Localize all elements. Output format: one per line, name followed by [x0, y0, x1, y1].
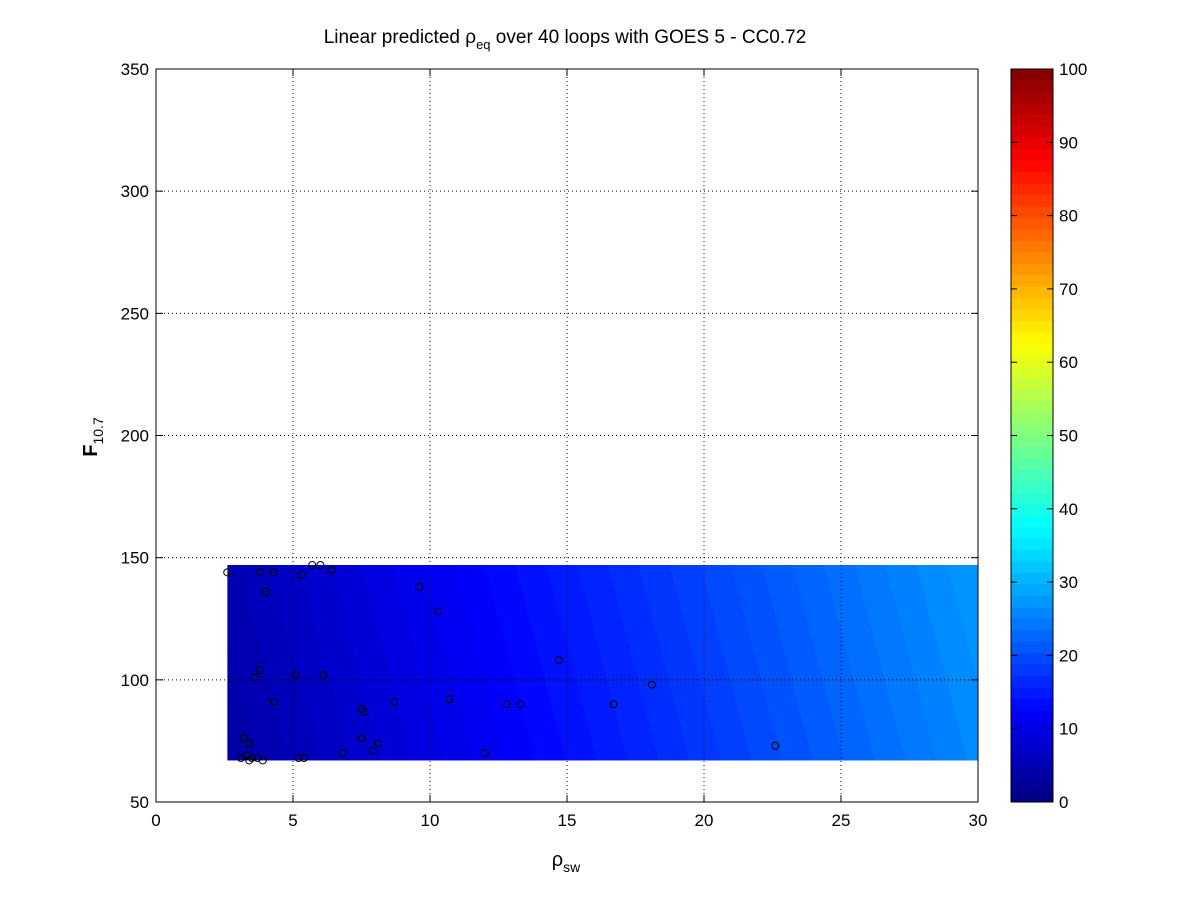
prediction-surface — [227, 564, 979, 761]
y-tick-label: 350 — [121, 60, 149, 79]
data-point — [297, 570, 306, 579]
plot-area: 0 5 10 15 20 25 30 50 100 150 200 250 300 350 — [121, 60, 988, 830]
data-point — [242, 751, 251, 760]
x-tick-label: 25 — [832, 811, 851, 830]
data-point — [480, 749, 489, 758]
grid-lines — [156, 69, 978, 802]
data-point — [245, 739, 254, 748]
y-tick-label: 250 — [121, 304, 149, 323]
chart-title: Linear predicted ρeq over 40 loops with … — [324, 27, 807, 52]
data-point — [253, 754, 262, 763]
x-tick-label: 0 — [151, 811, 160, 830]
colorbar-tick-label: 40 — [1059, 500, 1078, 519]
y-tick-label: 50 — [130, 793, 149, 812]
data-point — [357, 734, 366, 743]
data-point — [434, 607, 443, 616]
data-point — [261, 587, 270, 596]
data-point — [239, 734, 248, 743]
data-point — [647, 680, 656, 689]
data-point — [554, 656, 563, 665]
colorbar-tick-label: 80 — [1059, 207, 1078, 226]
data-point — [771, 741, 780, 750]
x-tick-label: 20 — [695, 811, 714, 830]
data-point — [609, 700, 618, 709]
x-tick-label: 15 — [558, 811, 577, 830]
data-point — [247, 754, 256, 763]
data-point — [316, 560, 325, 569]
colorbar-tick-label: 20 — [1059, 646, 1078, 665]
colorbar-tick-label: 70 — [1059, 280, 1078, 299]
data-point — [308, 560, 317, 569]
x-tick-label: 5 — [288, 811, 297, 830]
data-point — [327, 565, 336, 574]
y-tick-label: 200 — [121, 427, 149, 446]
data-point — [516, 700, 525, 709]
data-point — [445, 695, 454, 704]
colorbar-tick-label: 30 — [1059, 573, 1078, 592]
data-point — [357, 705, 366, 714]
data-point — [269, 568, 278, 577]
data-point — [256, 666, 265, 675]
colorbar-tick-label: 0 — [1059, 793, 1068, 812]
y-tick-label: 150 — [121, 549, 149, 568]
data-points — [223, 560, 780, 765]
data-point — [269, 697, 278, 706]
colorbar-tick-label: 100 — [1059, 60, 1087, 79]
data-point — [236, 754, 245, 763]
data-point — [258, 756, 267, 765]
data-point — [319, 670, 328, 679]
y-axis-label: F10.7 — [80, 417, 106, 457]
data-point — [291, 670, 300, 679]
x-tick-label: 30 — [969, 811, 988, 830]
data-point — [373, 739, 382, 748]
data-point — [250, 673, 259, 682]
data-point — [360, 707, 369, 716]
colorbar-tick-label: 90 — [1059, 133, 1078, 152]
data-point — [390, 697, 399, 706]
data-point — [415, 582, 424, 591]
data-point — [502, 700, 511, 709]
colorbar-tick-label: 60 — [1059, 353, 1078, 372]
colorbar-tick-label: 10 — [1059, 720, 1078, 739]
data-point — [245, 756, 254, 765]
data-point — [223, 568, 232, 577]
data-point — [338, 749, 347, 758]
y-tick-label: 300 — [121, 182, 149, 201]
data-point — [299, 754, 308, 763]
colorbar-tick-label: 50 — [1059, 427, 1078, 446]
data-point — [294, 754, 303, 763]
prediction-surface-fill — [227, 564, 979, 761]
colorbar: 0 10 20 30 40 50 60 70 80 90 100 — [1010, 60, 1087, 812]
colorbar-gradient — [1011, 69, 1053, 802]
x-tick-label: 10 — [421, 811, 440, 830]
y-tick-label: 100 — [121, 671, 149, 690]
data-point — [256, 568, 265, 577]
axis-ticks: 0 5 10 15 20 25 30 50 100 150 200 250 300 350 — [121, 60, 988, 830]
x-axis-label: ρsw — [552, 849, 581, 875]
data-point — [368, 746, 377, 755]
